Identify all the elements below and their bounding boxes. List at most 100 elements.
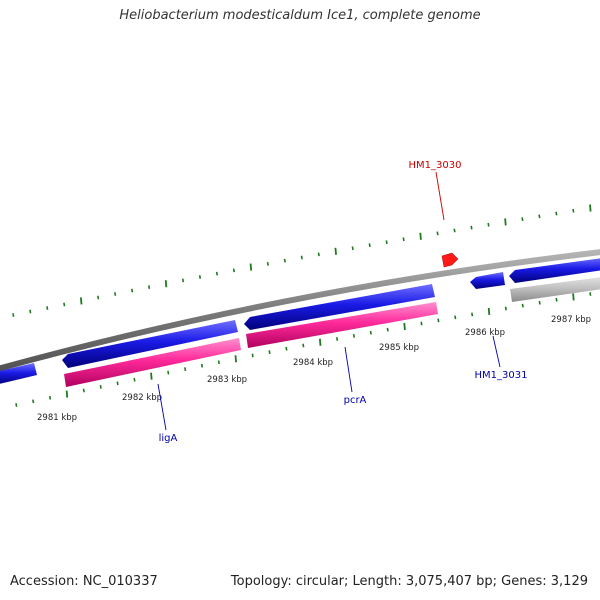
outer-ring-minor-tick <box>266 261 269 266</box>
outer-ring-major-tick <box>79 297 83 305</box>
inner-ring-minor-tick <box>32 399 35 404</box>
outer-ring-minor-tick <box>114 292 117 296</box>
inner-ring-major-tick <box>487 307 491 316</box>
inner-ring-minor-tick <box>251 353 254 358</box>
inner-ring-minor-tick <box>538 300 541 305</box>
tick-label-2986: 2986 kbp <box>465 328 505 338</box>
gene-label-ligA[interactable]: ligA <box>159 433 178 444</box>
inner-ring-minor-tick <box>15 403 18 407</box>
outer-ring-minor-tick <box>29 309 32 314</box>
inner-ring-major-tick <box>403 322 406 331</box>
outer-ring-minor-tick <box>368 243 371 248</box>
outer-ring-minor-tick <box>317 252 320 257</box>
inner-ring-minor-tick <box>369 330 372 335</box>
inner-ring-minor-tick <box>335 337 339 341</box>
topology-text: Topology: circular; Length: 3,075,407 bp… <box>230 574 588 589</box>
outer-ring-minor-tick <box>97 295 100 300</box>
outer-ring-minor-tick <box>555 211 558 216</box>
inner-ring-minor-tick <box>217 360 220 365</box>
feature-grey[interactable] <box>510 276 600 302</box>
inner-ring-minor-tick <box>200 363 204 368</box>
outer-ring-major-tick <box>589 204 592 212</box>
inner-ring-major-tick <box>234 355 237 363</box>
tick-label-2985: 2985 kbp <box>379 343 419 353</box>
inner-ring-minor-tick <box>471 312 474 317</box>
inner-ring-minor-tick <box>302 343 305 348</box>
inner-ring-minor-tick <box>99 385 102 389</box>
outer-ring-minor-tick <box>538 214 541 219</box>
inner-tick-ring <box>15 292 592 407</box>
inner-ring-minor-tick <box>285 346 288 351</box>
gene-label-pcrA[interactable]: pcrA <box>344 395 367 406</box>
outer-ring-minor-tick <box>283 258 286 263</box>
outer-ring-major-tick <box>334 247 337 255</box>
inner-ring-major-tick <box>150 372 153 380</box>
outer-ring-minor-tick <box>232 268 236 273</box>
accession-text: Accession: NC_010337 <box>10 574 158 589</box>
map-title: Heliobacterium modesticaldum Ice1, compl… <box>119 8 481 23</box>
tick-label-2981: 2981 kbp <box>37 413 77 423</box>
outer-ring-major-tick <box>419 232 422 240</box>
outer-ring-minor-tick <box>215 271 219 276</box>
cds-reverse-pcrA[interactable] <box>246 302 438 348</box>
leader-line-ligA <box>157 383 167 431</box>
outer-ring-minor-tick <box>402 237 405 242</box>
cds-forward-hm1-3031[interactable] <box>470 272 505 289</box>
cds-forward-left-edge[interactable] <box>0 363 37 385</box>
leader-line-hm1-3031 <box>492 335 501 368</box>
leader-line-pcrA <box>344 346 353 393</box>
genome-backbone <box>0 249 600 372</box>
outer-ring-minor-tick <box>147 285 151 290</box>
inner-ring-minor-tick <box>589 292 592 296</box>
inner-ring-major-tick <box>572 293 575 301</box>
inner-ring-minor-tick <box>184 367 187 372</box>
inner-ring-minor-tick <box>352 333 356 338</box>
inner-ring-minor-tick <box>521 303 524 308</box>
cds-forward-pcrA[interactable] <box>244 284 435 330</box>
inner-ring-major-tick <box>65 390 69 398</box>
inner-ring-minor-tick <box>420 321 423 326</box>
outer-ring-minor-tick <box>351 246 354 251</box>
outer-ring-minor-tick <box>12 313 15 317</box>
outer-ring-minor-tick <box>572 208 575 213</box>
outer-ring-minor-tick <box>453 228 456 233</box>
cds-forward-right-edge[interactable] <box>509 257 600 283</box>
tick-label-2987: 2987 kbp <box>551 315 591 325</box>
outer-ring-minor-tick <box>63 302 66 307</box>
inner-ring-major-tick <box>318 338 322 346</box>
outer-ring-minor-tick <box>385 240 388 245</box>
inner-ring-minor-tick <box>82 388 85 393</box>
inner-ring-minor-tick <box>555 297 558 302</box>
inner-ring-minor-tick <box>386 327 389 332</box>
outer-ring-minor-tick <box>181 278 185 283</box>
leader-line-hm1-3030 <box>435 171 445 221</box>
inner-ring-minor-tick <box>454 315 457 320</box>
gene-hm1-3030-marker[interactable] <box>441 252 459 268</box>
cds-reverse-ligA[interactable] <box>64 338 241 387</box>
outer-ring-major-tick <box>249 263 253 271</box>
outer-ring-minor-tick <box>521 217 524 222</box>
gene-label-hm1-3030[interactable]: HM1_3030 <box>409 160 462 171</box>
outer-ring-minor-tick <box>436 231 439 236</box>
inner-ring-minor-tick <box>437 318 440 323</box>
tick-label-2983: 2983 kbp <box>207 375 247 385</box>
outer-ring-major-tick <box>164 280 168 288</box>
inner-ring-minor-tick <box>48 395 52 400</box>
outer-ring-minor-tick <box>487 222 490 227</box>
cds-forward-ligA[interactable] <box>62 320 238 368</box>
outer-ring-minor-tick <box>46 306 49 310</box>
outer-ring-minor-tick <box>131 288 134 293</box>
tick-label-2984: 2984 kbp <box>293 358 333 368</box>
inner-ring-minor-tick <box>167 370 170 375</box>
gene-label-hm1-3031[interactable]: HM1_3031 <box>475 370 528 381</box>
outer-tick-ring <box>12 204 592 317</box>
outer-ring-minor-tick <box>198 275 202 279</box>
inner-ring-minor-tick <box>133 377 136 382</box>
tick-label-2982: 2982 kbp <box>122 393 162 403</box>
inner-ring-minor-tick <box>504 306 507 311</box>
outer-ring-minor-tick <box>470 225 473 230</box>
inner-ring-minor-tick <box>116 381 119 386</box>
outer-ring-minor-tick <box>300 255 303 260</box>
outer-ring-major-tick <box>504 218 507 226</box>
